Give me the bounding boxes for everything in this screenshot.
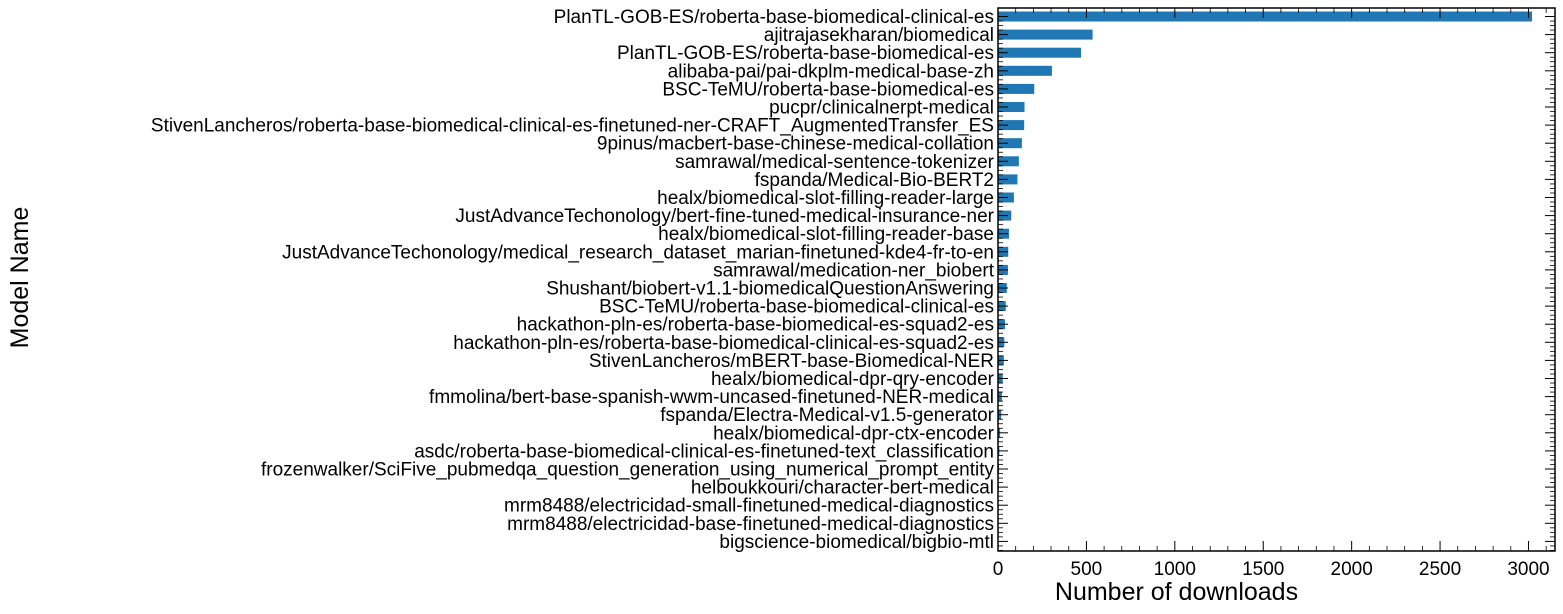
bar xyxy=(998,11,1533,22)
category-label: samrawal/medical-sentence-tokenizer xyxy=(675,152,995,173)
bars-layer xyxy=(998,11,1533,547)
category-label: fspanda/Medical-Bio-BERT2 xyxy=(755,170,994,191)
category-label: BSC-TeMU/roberta-base-biomedical-clinica… xyxy=(599,297,994,318)
bar xyxy=(998,65,1052,76)
category-label: helboukkouri/character-bert-medical xyxy=(691,478,994,499)
bar xyxy=(998,156,1019,167)
category-label: 9pinus/macbert-base-chinese-medical-coll… xyxy=(597,134,994,155)
category-labels-layer: PlanTL-GOB-ES/roberta-base-biomedical-cl… xyxy=(151,7,995,553)
bar xyxy=(998,29,1093,40)
category-label: hackathon-pln-es/roberta-base-biomedical… xyxy=(517,315,994,336)
bar xyxy=(998,47,1082,58)
category-label: JustAdvanceTechonology/medical_research_… xyxy=(282,242,994,263)
category-label: JustAdvanceTechonology/bert-fine-tuned-m… xyxy=(455,206,994,227)
category-label: alibaba-pai/pai-dkplm-medical-base-zh xyxy=(668,61,994,82)
category-label: PlanTL-GOB-ES/roberta-base-biomedical-cl… xyxy=(554,7,994,28)
category-label: fmmolina/bert-base-spanish-wwm-uncased-f… xyxy=(429,387,994,408)
x-tick-label: 500 xyxy=(1071,559,1103,580)
y-axis-title: Model Name xyxy=(6,207,34,349)
category-label: mrm8488/electricidad-small-finetuned-med… xyxy=(504,496,994,517)
category-label: pucpr/clinicalnerpt-medical xyxy=(769,98,994,119)
category-label: hackathon-pln-es/roberta-base-biomedical… xyxy=(453,333,994,354)
category-label: ajitrajasekharan/biomedical xyxy=(764,25,994,46)
category-label: healx/biomedical-slot-filling-reader-bas… xyxy=(658,224,994,245)
x-tick-label: 3000 xyxy=(1507,559,1549,580)
category-label: fspanda/Electra-Medical-v1.5-generator xyxy=(660,405,994,426)
x-tick-label: 0 xyxy=(993,559,1004,580)
category-label: bigscience-biomedical/bigbio-mtl xyxy=(719,532,994,553)
bar xyxy=(998,120,1025,131)
category-label: samrawal/medication-ner_biobert xyxy=(713,260,995,281)
category-label: healx/biomedical-slot-filling-reader-lar… xyxy=(657,188,994,209)
x-tick-label: 2500 xyxy=(1419,559,1461,580)
category-label: healx/biomedical-dpr-ctx-encoder xyxy=(713,423,995,444)
category-label: frozenwalker/SciFive_pubmedqa_question_g… xyxy=(261,460,995,481)
x-ticks-layer: 0 500 1000 1500 2000 2500 3000 xyxy=(993,8,1555,580)
bar xyxy=(998,102,1025,112)
category-label: StivenLancheros/mBERT-base-Biomedical-NE… xyxy=(589,351,994,372)
category-label: StivenLancheros/roberta-base-biomedical-… xyxy=(151,116,994,137)
x-tick-label: 2000 xyxy=(1331,559,1373,580)
category-label: mrm8488/electricidad-base-finetuned-medi… xyxy=(507,514,994,535)
category-label: asdc/roberta-base-biomedical-clinical-es… xyxy=(414,441,994,462)
category-label: BSC-TeMU/roberta-base-biomedical-es xyxy=(662,79,994,100)
category-label: healx/biomedical-dpr-qry-encoder xyxy=(711,369,995,390)
x-tick-label: 1500 xyxy=(1242,559,1284,580)
x-axis-title: Number of downloads xyxy=(1055,578,1298,606)
category-label: Shushant/biobert-v1.1-biomedicalQuestion… xyxy=(546,279,994,300)
x-tick-label: 1000 xyxy=(1154,559,1196,580)
category-label: PlanTL-GOB-ES/roberta-base-biomedical-es xyxy=(617,43,994,64)
bar xyxy=(998,138,1022,149)
bar xyxy=(998,83,1035,94)
plot-frame xyxy=(997,7,1556,552)
